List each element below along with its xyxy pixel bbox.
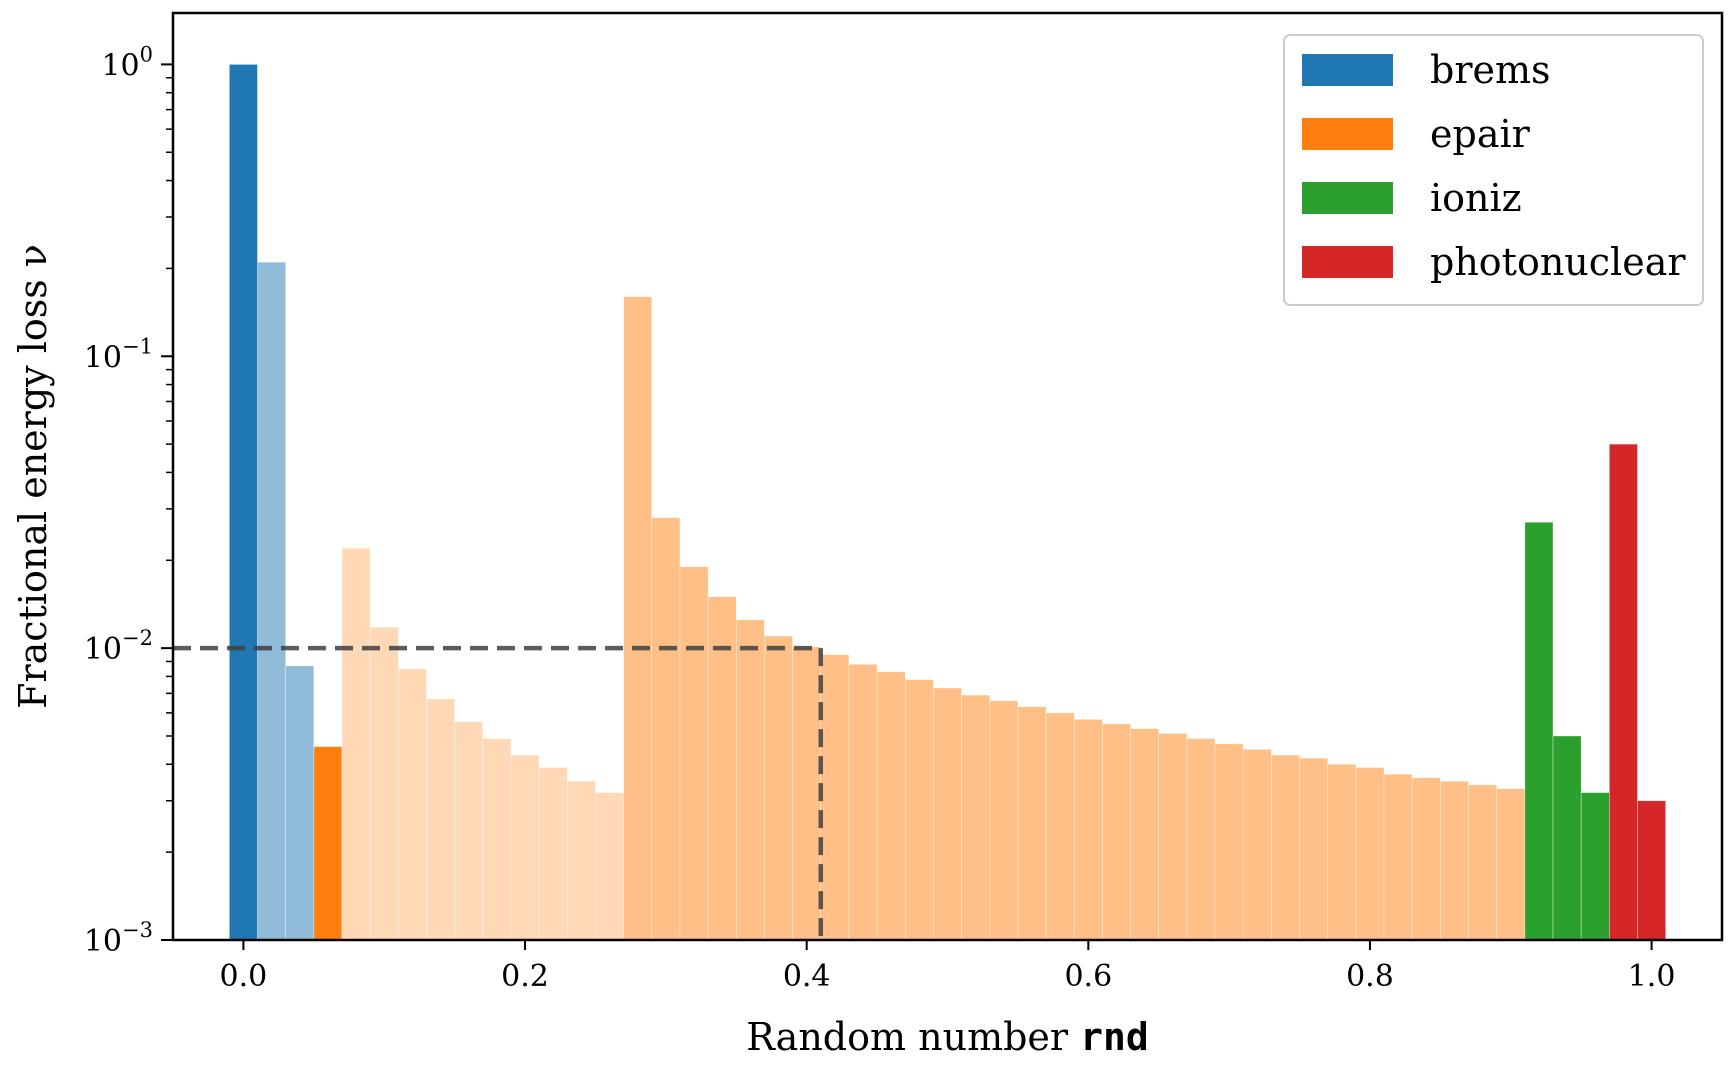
x-tick-label: 0.0 — [220, 959, 268, 994]
bar-epair — [566, 780, 596, 941]
x-tick-label: 0.2 — [501, 959, 549, 994]
y-tick-label: 100 — [101, 42, 153, 83]
bar-epair — [1271, 754, 1300, 941]
bar-epair — [426, 698, 455, 941]
bar-epair — [707, 596, 737, 941]
bar-epair — [313, 746, 343, 941]
bar-epair — [651, 517, 681, 941]
bar-ioniz — [1552, 735, 1582, 941]
legend-label-photonuclear: photonuclear — [1430, 240, 1686, 284]
bar-brems — [285, 665, 315, 941]
x-tick-label: 1.0 — [1628, 959, 1676, 994]
bar-epair — [1045, 712, 1075, 941]
bar-epair — [989, 700, 1019, 941]
bar-epair — [369, 626, 399, 941]
bar-epair — [1186, 738, 1216, 941]
bar-epair — [1242, 749, 1272, 941]
threshold-guide — [173, 645, 824, 940]
x-axis-label-text: Random number — [746, 1015, 1080, 1059]
legend: brems epair ioniz photonuclear — [1283, 34, 1704, 306]
bar-epair — [1411, 777, 1441, 941]
bar-epair — [623, 296, 653, 941]
bar-epair — [1355, 767, 1385, 941]
bar-epair — [876, 671, 906, 941]
bar-epair — [538, 767, 568, 941]
bar-photonuclear — [1637, 800, 1666, 941]
bars-layer — [229, 64, 1666, 941]
bar-epair — [398, 668, 427, 941]
bar-epair — [792, 646, 822, 941]
bar-epair — [961, 694, 991, 941]
bar-epair — [1158, 733, 1188, 941]
x-tick-label: 0.8 — [1346, 959, 1394, 994]
bar-epair — [1017, 706, 1047, 941]
plot-frame — [171, 11, 1724, 942]
bar-epair — [764, 635, 793, 941]
bar-epair — [1496, 788, 1526, 941]
bar-epair — [1440, 780, 1469, 941]
bar-epair — [341, 547, 371, 941]
x-tick-label: 0.6 — [1064, 959, 1112, 994]
legend-box — [1283, 34, 1704, 306]
bar-ioniz — [1580, 792, 1610, 941]
legend-swatch-brems — [1302, 54, 1393, 86]
bar-ioniz — [1524, 521, 1554, 941]
legend-label-brems: brems — [1430, 48, 1551, 92]
x-tick-label: 0.4 — [783, 959, 831, 994]
bar-epair — [735, 619, 765, 941]
axis-ticks: 0.0 0.2 0.4 0.6 0.8 1.0 100 10−1 10−2 10−3 — [84, 42, 1676, 994]
bar-brems — [257, 261, 286, 941]
bar-epair — [595, 792, 624, 941]
bar-epair — [1102, 723, 1131, 941]
bar-brems — [229, 64, 258, 941]
y-axis-label: Fractional energy loss ν — [11, 244, 55, 709]
bar-epair — [1130, 728, 1160, 941]
bar-epair — [904, 679, 934, 941]
bar-epair — [1383, 773, 1413, 941]
bar-epair — [820, 654, 850, 941]
legend-swatch-photonuclear — [1302, 246, 1393, 278]
bar-epair — [454, 721, 484, 941]
legend-swatch-ioniz — [1302, 182, 1393, 214]
legend-label-ioniz: ioniz — [1430, 176, 1522, 220]
bar-epair — [482, 738, 512, 941]
bar-epair — [510, 754, 540, 941]
bar-epair — [1214, 743, 1244, 941]
x-axis-label: Random number rnd — [746, 1015, 1149, 1059]
bar-epair — [1327, 763, 1357, 941]
bar-photonuclear — [1609, 443, 1638, 941]
legend-swatch-epair — [1302, 118, 1393, 150]
bar-epair — [1468, 784, 1497, 941]
y-tick-label: 10−2 — [84, 626, 153, 667]
legend-label-epair: epair — [1430, 112, 1531, 156]
y-tick-label: 10−1 — [84, 334, 153, 375]
x-axis-label-code: rnd — [1080, 1015, 1149, 1059]
y-tick-label: 10−3 — [84, 918, 153, 959]
bar-epair — [1073, 719, 1103, 941]
bar-epair — [1299, 757, 1329, 941]
bar-epair — [848, 664, 878, 941]
bar-epair — [679, 566, 709, 941]
bar-epair — [933, 687, 962, 941]
